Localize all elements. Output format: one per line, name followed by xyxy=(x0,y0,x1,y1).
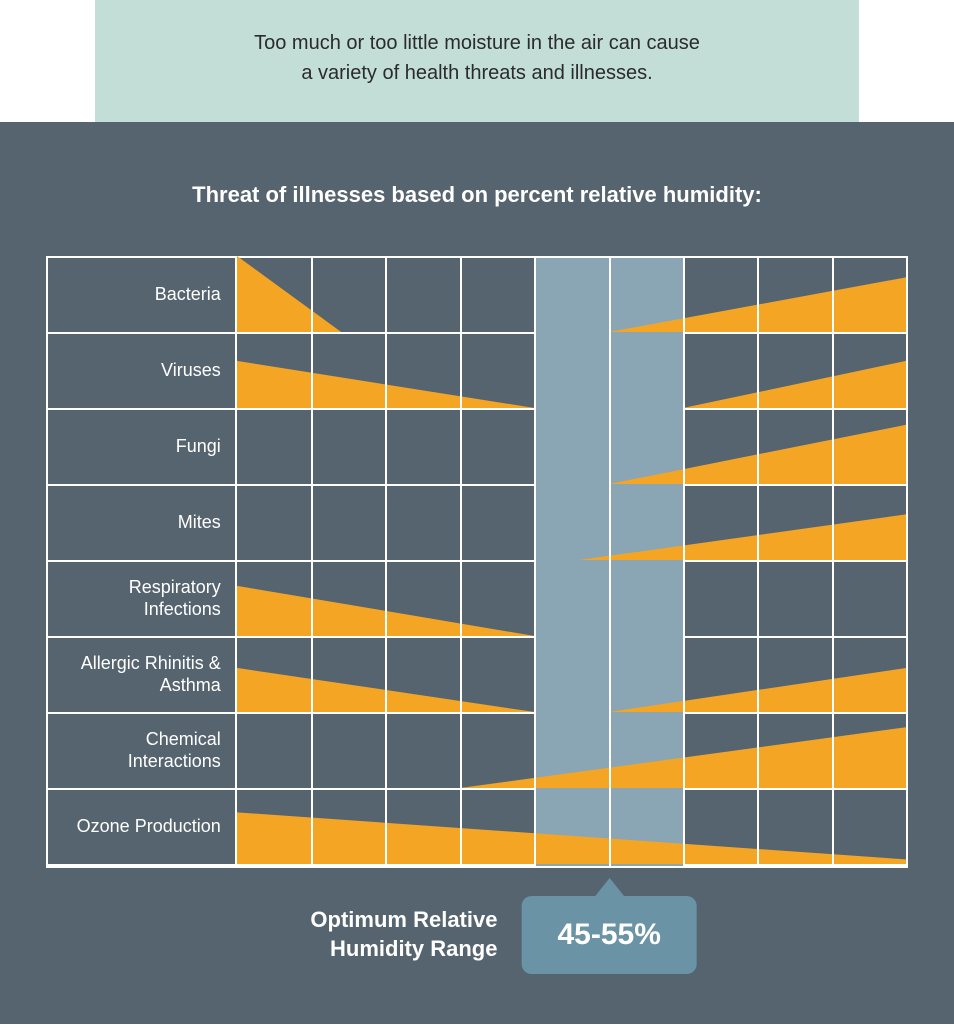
optimum-value-bubble: 45-55% xyxy=(521,896,696,974)
chart-row: Chemical Interactions xyxy=(48,714,906,790)
optimum-label: Optimum Relative Humidity Range xyxy=(310,906,497,963)
threat-wedge xyxy=(237,636,534,712)
row-data xyxy=(237,258,906,332)
row-label: Fungi xyxy=(48,410,237,484)
chart-panel: Threat of illnesses based on percent rel… xyxy=(0,122,954,1024)
row-data xyxy=(237,410,906,484)
chart-title: Threat of illnesses based on percent rel… xyxy=(38,182,916,208)
row-label: Chemical Interactions xyxy=(48,714,237,788)
chart-row: Bacteria xyxy=(48,258,906,334)
chart-row: Mites xyxy=(48,486,906,562)
row-data xyxy=(237,486,906,560)
bubble-arrow-icon xyxy=(593,878,625,898)
row-label: Mites xyxy=(48,486,237,560)
threat-wedge xyxy=(460,712,906,788)
intro-banner: Too much or too little moisture in the a… xyxy=(95,0,858,122)
threat-wedge xyxy=(237,788,906,864)
threat-wedge xyxy=(237,560,534,636)
chart-row: Viruses xyxy=(48,334,906,410)
row-data xyxy=(237,638,906,712)
intro-line-2: a variety of health threats and illnesse… xyxy=(301,62,652,84)
threat-wedge xyxy=(683,332,906,408)
chart-wrap: BacteriaVirusesFungiMitesRespiratory Inf… xyxy=(46,256,908,868)
threat-wedge xyxy=(609,636,906,712)
threat-wedge xyxy=(237,256,341,332)
row-label: Allergic Rhinitis & Asthma xyxy=(48,638,237,712)
optimum-callout: Optimum Relative Humidity Range 45-55% xyxy=(65,896,943,974)
row-data xyxy=(237,562,906,636)
intro-line-1: Too much or too little moisture in the a… xyxy=(254,32,700,54)
threat-wedge xyxy=(579,484,906,560)
row-label: Ozone Production xyxy=(48,790,237,864)
optimum-value: 45-55% xyxy=(557,918,660,951)
chart-row: Fungi xyxy=(48,410,906,486)
threat-wedge xyxy=(237,332,534,408)
row-data xyxy=(237,790,906,864)
row-label: Viruses xyxy=(48,334,237,408)
humidity-chart: BacteriaVirusesFungiMitesRespiratory Inf… xyxy=(46,256,908,868)
row-label: Respiratory Infections xyxy=(48,562,237,636)
row-data xyxy=(237,714,906,788)
threat-wedge xyxy=(609,256,906,332)
row-label: Bacteria xyxy=(48,258,237,332)
chart-row: Allergic Rhinitis & Asthma xyxy=(48,638,906,714)
threat-wedge xyxy=(609,408,906,484)
chart-row: Ozone Production xyxy=(48,790,906,866)
chart-row: Respiratory Infections xyxy=(48,562,906,638)
row-data xyxy=(237,334,906,408)
